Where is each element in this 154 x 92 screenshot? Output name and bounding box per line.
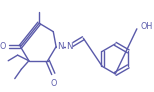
Text: N: N (57, 42, 64, 51)
Text: OH: OH (141, 22, 153, 31)
Text: N: N (66, 42, 73, 51)
Text: O: O (50, 79, 57, 88)
Text: O: O (0, 42, 6, 51)
